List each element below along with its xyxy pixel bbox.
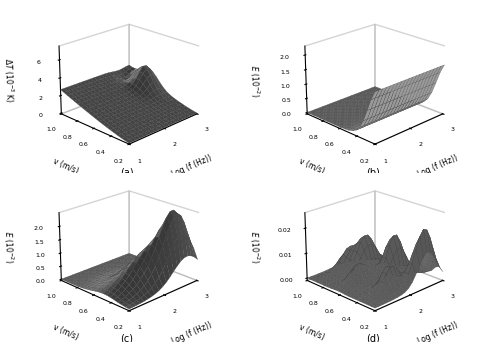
Y-axis label: v (m/s): v (m/s) — [52, 157, 80, 176]
Text: (c): (c) — [120, 334, 134, 342]
X-axis label: Log (f (Hz)): Log (f (Hz)) — [416, 153, 460, 179]
X-axis label: Log (f (Hz)): Log (f (Hz)) — [170, 320, 214, 342]
X-axis label: Log (f (Hz)): Log (f (Hz)) — [170, 153, 214, 179]
Y-axis label: v (m/s): v (m/s) — [298, 323, 326, 342]
Y-axis label: v (m/s): v (m/s) — [52, 323, 80, 342]
Y-axis label: v (m/s): v (m/s) — [298, 157, 326, 176]
Text: (d): (d) — [366, 334, 380, 342]
Text: (a): (a) — [120, 167, 134, 177]
Text: (b): (b) — [366, 167, 380, 177]
X-axis label: Log (f (Hz)): Log (f (Hz)) — [416, 320, 460, 342]
